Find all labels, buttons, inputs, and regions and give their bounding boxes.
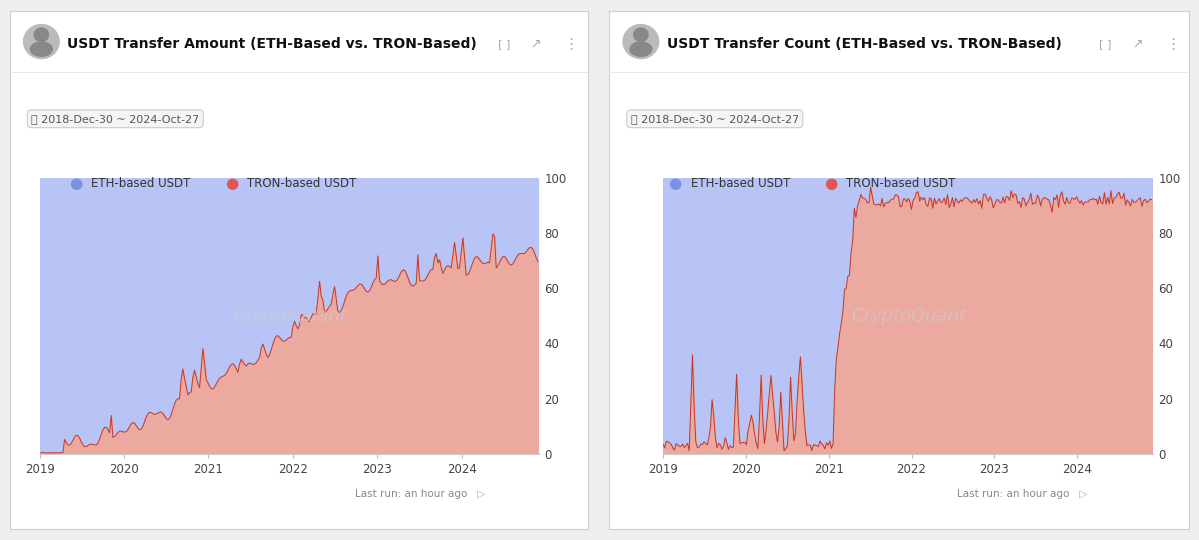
Text: ⬜ 2018-Dec-30 ~ 2024-Oct-27: ⬜ 2018-Dec-30 ~ 2024-Oct-27 bbox=[31, 114, 199, 124]
Text: [ ]: [ ] bbox=[498, 39, 510, 49]
Circle shape bbox=[35, 28, 48, 42]
Text: CryptoQuant: CryptoQuant bbox=[233, 307, 347, 325]
Text: [ ]: [ ] bbox=[1099, 39, 1111, 49]
Text: ▷: ▷ bbox=[1076, 489, 1086, 499]
Text: ●: ● bbox=[668, 176, 682, 191]
Text: ↗: ↗ bbox=[1132, 38, 1143, 51]
Text: ⋮: ⋮ bbox=[1165, 37, 1181, 52]
Text: ↗: ↗ bbox=[530, 38, 541, 51]
Text: ETH-based USDT: ETH-based USDT bbox=[91, 177, 191, 190]
Text: USDT Transfer Count (ETH-Based vs. TRON-Based): USDT Transfer Count (ETH-Based vs. TRON-… bbox=[667, 37, 1061, 51]
Circle shape bbox=[634, 28, 647, 42]
Text: ●: ● bbox=[68, 176, 83, 191]
Text: ▷: ▷ bbox=[474, 489, 484, 499]
Text: ●: ● bbox=[824, 176, 838, 191]
Text: ⬜ 2018-Dec-30 ~ 2024-Oct-27: ⬜ 2018-Dec-30 ~ 2024-Oct-27 bbox=[631, 114, 799, 124]
Ellipse shape bbox=[30, 42, 53, 56]
Text: TRON-based USDT: TRON-based USDT bbox=[247, 177, 356, 190]
Circle shape bbox=[623, 25, 658, 59]
Text: ETH-based USDT: ETH-based USDT bbox=[691, 177, 790, 190]
Text: ●: ● bbox=[224, 176, 239, 191]
Text: CryptoQuant: CryptoQuant bbox=[851, 307, 965, 325]
Ellipse shape bbox=[629, 42, 652, 56]
Text: TRON-based USDT: TRON-based USDT bbox=[846, 177, 956, 190]
Text: Last run: an hour ago: Last run: an hour ago bbox=[957, 489, 1070, 499]
Text: ⋮: ⋮ bbox=[564, 37, 579, 52]
Circle shape bbox=[24, 25, 59, 59]
Text: Last run: an hour ago: Last run: an hour ago bbox=[355, 489, 468, 499]
Text: USDT Transfer Amount (ETH-Based vs. TRON-Based): USDT Transfer Amount (ETH-Based vs. TRON… bbox=[67, 37, 477, 51]
